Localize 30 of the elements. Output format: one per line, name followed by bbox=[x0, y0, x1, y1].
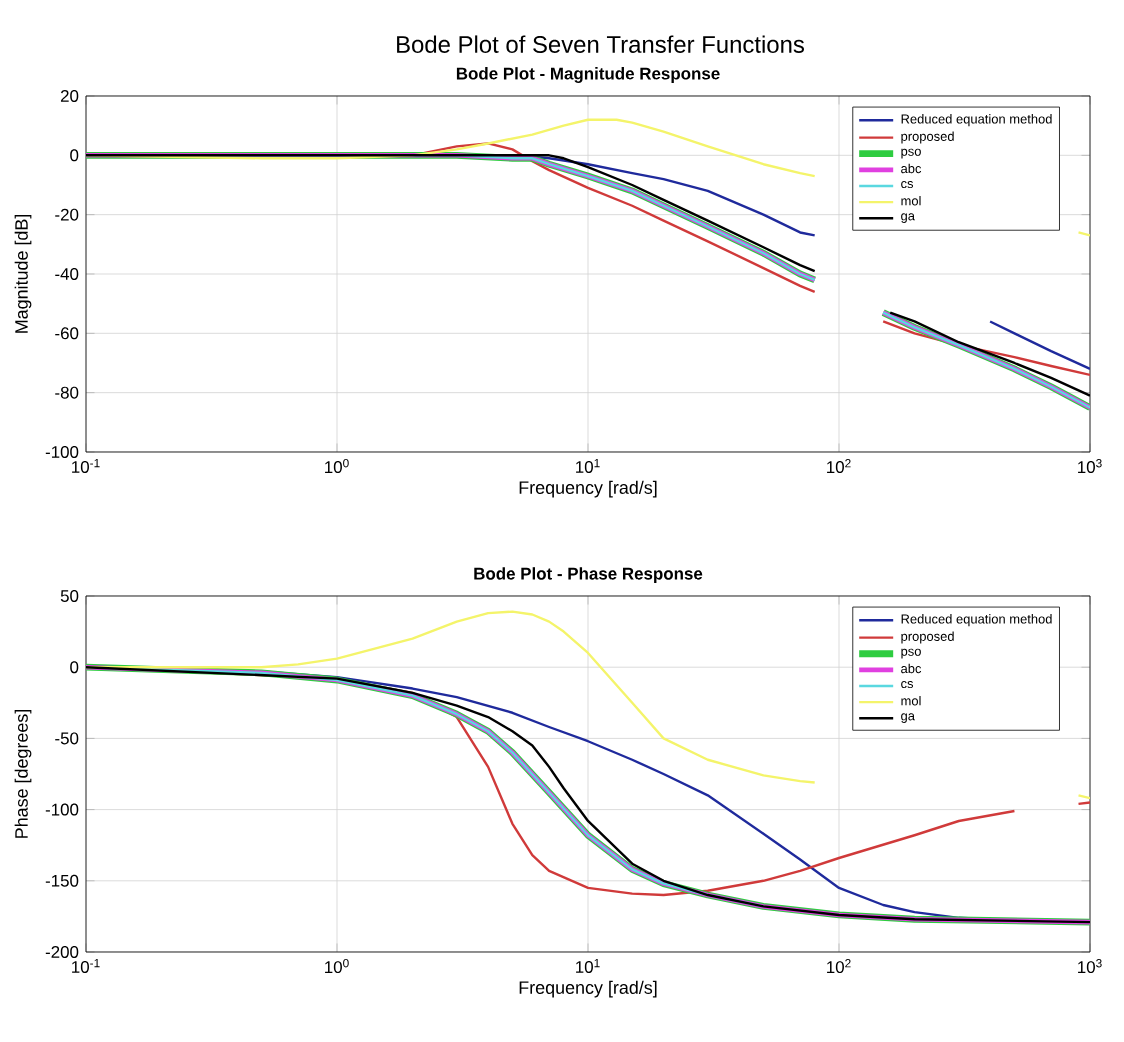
chart-subtitle: Bode Plot - Phase Response bbox=[474, 567, 703, 583]
y-tick-label: -40 bbox=[55, 268, 79, 280]
y-axis-title: Phase [degrees] bbox=[14, 709, 32, 838]
x-tick-label: 10$^{-1}$ bbox=[72, 959, 100, 973]
chart-subtitle: Bode Plot - Magnitude Response bbox=[456, 67, 720, 83]
y-tick-label: 20 bbox=[60, 90, 79, 102]
x-tick-label: 10$^{2}$ bbox=[827, 959, 851, 974]
y-tick-label: -100 bbox=[45, 446, 79, 458]
x-tick-label: 10$^{1}$ bbox=[576, 959, 600, 973]
y-tick-label: -80 bbox=[55, 386, 79, 399]
x-tick-label: 10$^{2}$ bbox=[827, 459, 851, 474]
x-tick-label: 10$^{0}$ bbox=[325, 459, 349, 474]
y-tick-label: -60 bbox=[55, 327, 79, 340]
y-axis-title: Magnitude [dB] bbox=[14, 214, 32, 333]
y-tick-label: -150 bbox=[45, 874, 79, 887]
x-axis-title: Frequency [rad/s] bbox=[519, 980, 657, 998]
y-tick-label: -200 bbox=[45, 946, 79, 958]
y-tick-label: 50 bbox=[60, 590, 79, 602]
chart-title: Bode Plot of Seven Transfer Functions bbox=[397, 35, 804, 53]
x-tick-label: 10$^{-1}$ bbox=[72, 459, 100, 473]
y-tick-label: 0 bbox=[70, 661, 79, 674]
x-tick-label: 10$^{0}$ bbox=[325, 959, 349, 974]
y-tick-label: -50 bbox=[55, 732, 79, 745]
y-tick-label: 0 bbox=[70, 149, 79, 162]
x-tick-label: 10$^{3}$ bbox=[1078, 459, 1102, 474]
x-tick-label: 10$^{1}$ bbox=[576, 459, 600, 473]
x-tick-label: 10$^{3}$ bbox=[1078, 959, 1102, 974]
y-tick-label: -20 bbox=[55, 208, 79, 221]
x-axis-title: Frequency [rad/s] bbox=[519, 480, 657, 498]
y-tick-label: -100 bbox=[45, 803, 79, 816]
